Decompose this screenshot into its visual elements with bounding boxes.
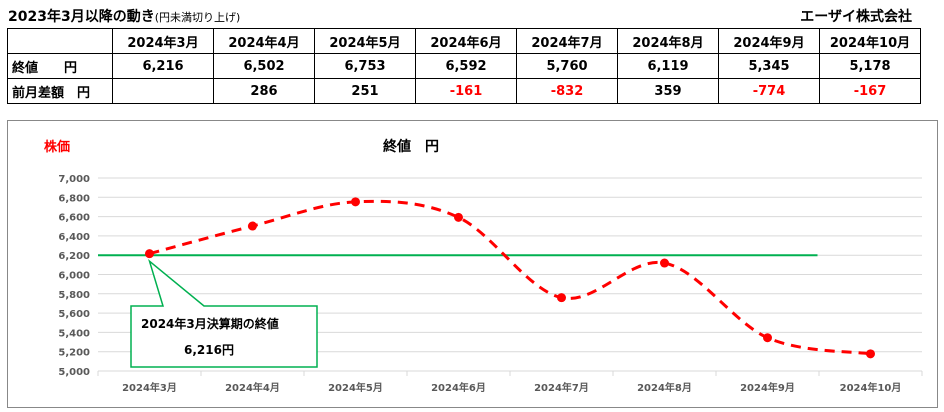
x-tick-label: 2024年6月 (431, 381, 486, 394)
diff-cell: -832 (516, 78, 618, 104)
chart-svg: 5,000 5,200 5,400 5,600 5,800 6,000 6,200 6,400… (44, 138, 923, 394)
y-tick-label: 5,800 (58, 290, 90, 301)
x-tick-label: 2024年9月 (740, 381, 795, 394)
close-cell: 6,119 (617, 53, 719, 79)
close-cell: 6,753 (314, 53, 416, 79)
x-tick-label: 2024年10月 (840, 381, 902, 394)
data-point (351, 197, 360, 207)
month-header: 2024年6月 (415, 28, 517, 54)
page-title: 2023年3月以降の動き(円未満切り上げ) (8, 6, 240, 26)
row-label-diff: 前月差額 円 (7, 78, 113, 104)
x-tick-label: 2024年7月 (534, 381, 589, 394)
x-tick-label: 2024年8月 (637, 381, 692, 394)
data-point (145, 249, 154, 259)
y-tick-label: 6,600 (58, 213, 90, 224)
diff-cell: -167 (819, 78, 921, 104)
data-point (557, 293, 566, 303)
series-line (149, 199, 871, 356)
data-point (248, 221, 257, 231)
data-point (660, 258, 669, 268)
row-label-close: 終値 円 (7, 53, 113, 79)
y-tick-label: 5,200 (58, 348, 90, 359)
y-axis-label: 株価 (44, 139, 70, 155)
chart: 5,000 5,200 5,400 5,600 5,800 6,000 6,200 6,400… (7, 120, 938, 408)
annotation-line1: 2024年3月決算期の終値 (141, 316, 279, 331)
close-cell: 6,592 (415, 53, 517, 79)
corner-cell (7, 28, 113, 54)
chart-title: 終値 円 (383, 138, 439, 155)
annotation-line2: 6,216円 (184, 343, 234, 357)
month-header: 2024年7月 (516, 28, 618, 54)
diff-cell (112, 78, 214, 104)
close-cell: 6,502 (213, 53, 315, 79)
y-tick-label: 5,600 (58, 309, 90, 320)
y-tick-label: 6,200 (58, 251, 90, 262)
y-tick-label: 5,000 (58, 367, 90, 378)
annotation-callout (130, 259, 318, 368)
diff-cell: -774 (718, 78, 820, 104)
diff-cell: 286 (213, 78, 315, 104)
close-cell: 5,178 (819, 53, 921, 79)
month-header: 2024年3月 (112, 28, 214, 54)
data-point (454, 212, 463, 222)
y-tick-label: 6,400 (58, 232, 90, 243)
y-tick-label: 6,000 (58, 271, 90, 282)
month-header: 2024年5月 (314, 28, 416, 54)
company-name: エーザイ株式会社 (800, 9, 912, 25)
data-point (866, 349, 875, 359)
month-header: 2024年4月 (213, 28, 315, 54)
month-header: 2024年8月 (617, 28, 719, 54)
data-point (763, 333, 772, 343)
price-table: 2024年3月 2024年4月 2024年5月 2024年6月 2024年7月 2024年… (7, 28, 921, 104)
x-tick-label: 2024年3月 (122, 381, 177, 394)
diff-cell: 359 (617, 78, 719, 104)
title-note: (円未満切り上げ) (154, 11, 241, 24)
y-tick-label: 5,400 (58, 328, 90, 339)
y-tick-label: 6,800 (58, 193, 90, 204)
close-cell: 5,345 (718, 53, 820, 79)
month-header: 2024年9月 (718, 28, 820, 54)
x-tick-label: 2024年5月 (328, 381, 383, 394)
y-tick-label: 7,000 (58, 174, 90, 185)
x-tick-label: 2024年4月 (225, 381, 280, 394)
month-header: 2024年10月 (819, 28, 921, 54)
close-cell: 6,216 (112, 53, 214, 79)
diff-cell: -161 (415, 78, 517, 104)
diff-cell: 251 (314, 78, 416, 104)
title-text: 2023年3月以降の動き (8, 9, 155, 25)
close-cell: 5,760 (516, 53, 618, 79)
